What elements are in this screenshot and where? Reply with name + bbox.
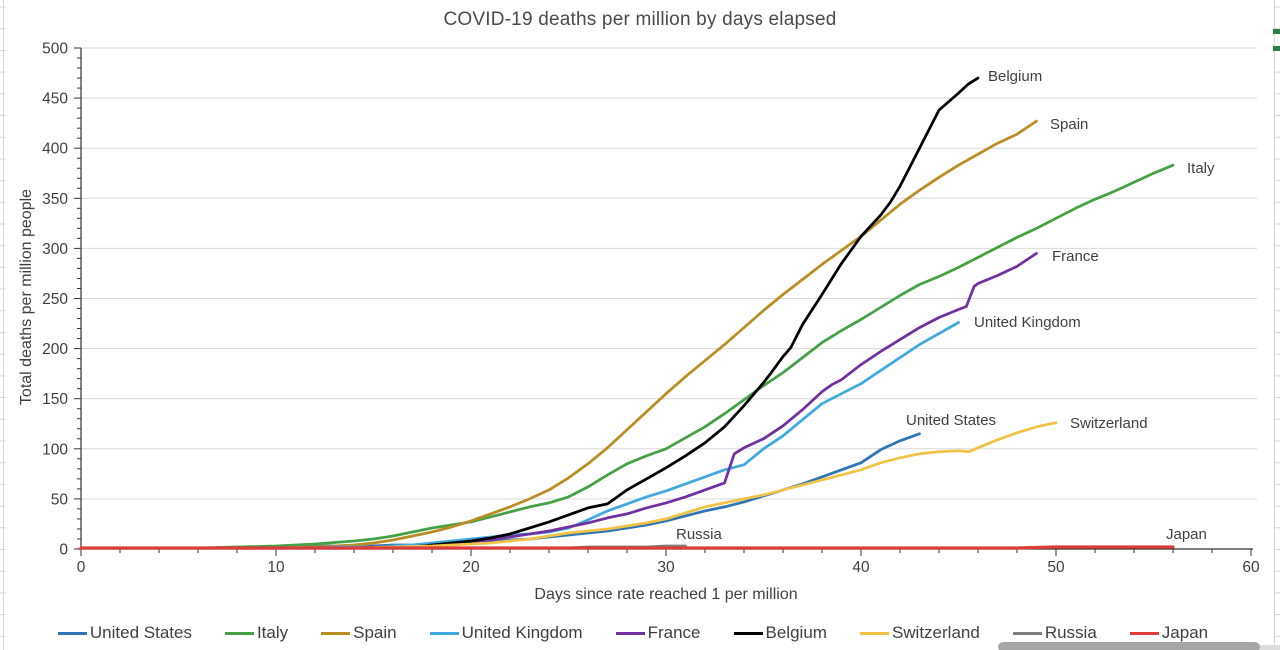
x-tick-label: 10 bbox=[267, 559, 285, 576]
legend-label: Italy bbox=[256, 623, 289, 642]
x-tick-label: 60 bbox=[1242, 559, 1260, 576]
y-tick-label: 450 bbox=[42, 91, 68, 108]
legend-label: United Kingdom bbox=[461, 623, 583, 642]
legend-swatch bbox=[224, 631, 254, 635]
legend-label: Spain bbox=[353, 623, 397, 642]
series-line-switzerland[interactable] bbox=[79, 421, 1058, 550]
legend-swatch bbox=[859, 631, 889, 635]
chart-title: COVID-19 deaths per million by days elap… bbox=[443, 9, 837, 30]
legend-item-japan[interactable]: Japan bbox=[1129, 623, 1209, 643]
series-line-united-states[interactable] bbox=[79, 432, 921, 550]
legend-item-belgium[interactable]: Belgium bbox=[733, 623, 827, 643]
legend-swatch bbox=[1129, 631, 1159, 635]
legend-swatch bbox=[321, 631, 351, 635]
legend-swatch bbox=[615, 631, 645, 635]
x-tick-label: 20 bbox=[462, 559, 480, 576]
series-label-spain: Spain bbox=[1050, 116, 1088, 133]
series-line-united-kingdom[interactable] bbox=[79, 321, 960, 550]
legend-label: Belgium bbox=[765, 623, 827, 642]
y-tick-label: 0 bbox=[59, 542, 68, 559]
legend-label: France bbox=[647, 623, 701, 642]
y-tick-label: 50 bbox=[51, 491, 69, 508]
legend-label: Switzerland bbox=[891, 623, 980, 642]
legend-item-france[interactable]: France bbox=[615, 623, 701, 643]
series-label-united-kingdom: United Kingdom bbox=[974, 314, 1081, 331]
x-tick-label: 30 bbox=[657, 559, 675, 576]
y-tick-label: 200 bbox=[42, 341, 68, 358]
chart-legend: United States Italy Spain United Kingdom Fra… bbox=[0, 623, 1266, 643]
legend-item-united-states[interactable]: United States bbox=[57, 623, 192, 643]
y-tick-label: 100 bbox=[42, 441, 68, 458]
legend-item-switzerland[interactable]: Switzerland bbox=[859, 623, 980, 643]
y-tick-label: 250 bbox=[42, 291, 68, 308]
legend-label: Russia bbox=[1044, 623, 1097, 642]
series-line-italy[interactable] bbox=[79, 163, 1175, 550]
legend-label: United States bbox=[89, 623, 192, 642]
series-line-belgium[interactable] bbox=[79, 76, 980, 550]
y-tick-label: 150 bbox=[42, 391, 68, 408]
x-tick-label: 0 bbox=[77, 559, 86, 576]
legend-swatch bbox=[429, 631, 459, 635]
y-tick-label: 400 bbox=[42, 141, 68, 158]
series-label-russia: Russia bbox=[676, 526, 723, 543]
x-tick-label: 40 bbox=[852, 559, 870, 576]
x-tick-label: 50 bbox=[1047, 559, 1065, 576]
y-tick-label: 350 bbox=[42, 191, 68, 208]
series-line-france[interactable] bbox=[79, 252, 1038, 550]
legend-label: Japan bbox=[1161, 623, 1209, 642]
series-label-japan: Japan bbox=[1166, 526, 1207, 543]
series-line-spain[interactable] bbox=[79, 119, 1038, 550]
x-axis-title: Days since rate reached 1 per million bbox=[534, 586, 798, 603]
series-label-france: France bbox=[1052, 248, 1099, 265]
legend-item-russia[interactable]: Russia bbox=[1012, 623, 1097, 643]
legend-item-united-kingdom[interactable]: United Kingdom bbox=[429, 623, 583, 643]
legend-swatch bbox=[57, 631, 87, 635]
legend-item-italy[interactable]: Italy bbox=[224, 623, 289, 643]
y-tick-label: 500 bbox=[42, 41, 68, 58]
horizontal-scrollbar-track[interactable] bbox=[1258, 645, 1280, 650]
series-label-switzerland: Switzerland bbox=[1070, 415, 1148, 432]
legend-swatch bbox=[1012, 631, 1042, 635]
series-line-japan[interactable] bbox=[79, 545, 1175, 550]
legend-item-spain[interactable]: Spain bbox=[321, 623, 397, 643]
series-label-belgium: Belgium bbox=[988, 68, 1042, 85]
series-label-italy: Italy bbox=[1187, 160, 1215, 177]
series-label-united-states: United States bbox=[906, 412, 996, 429]
y-tick-label: 300 bbox=[42, 241, 68, 258]
horizontal-scrollbar-thumb[interactable] bbox=[998, 642, 1260, 650]
legend-swatch bbox=[733, 631, 763, 635]
